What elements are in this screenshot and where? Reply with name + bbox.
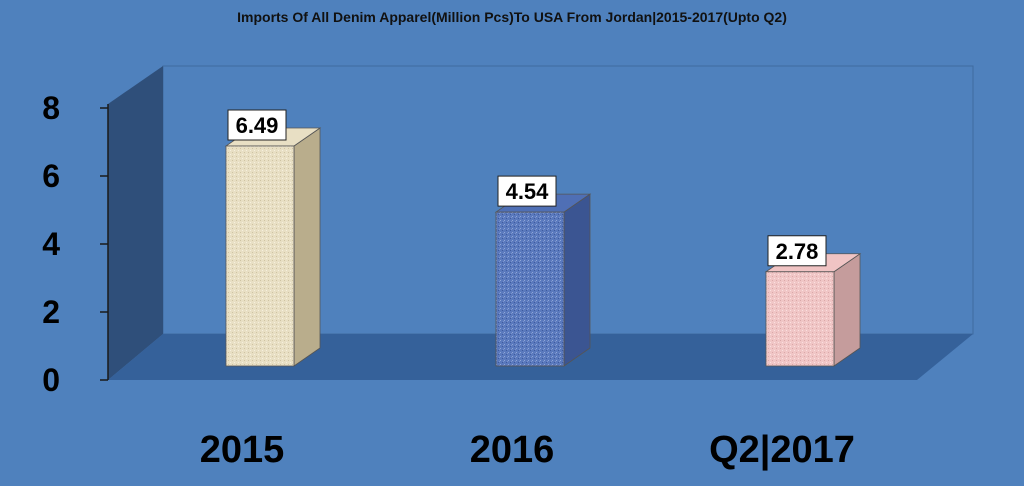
y-tick-label: 2 [42,294,60,330]
data-label-text: 6.49 [236,113,279,138]
chart-side-wall [108,66,163,380]
x-tick-label: 2016 [470,429,555,471]
chart-title: Imports Of All Denim Apparel(Million Pcs… [237,9,787,25]
y-tick-label: 0 [42,362,60,398]
bar-side-face [833,252,861,367]
bar-front-face [225,145,295,367]
data-label-text: 4.54 [506,179,550,204]
bar-side-face [563,193,591,367]
data-label-box [497,175,557,207]
bar-2015 [224,127,322,367]
data-label-text: 2.78 [776,239,819,264]
y-tick-label: 6 [42,158,60,194]
data-labels-group: 6.49 4.54 2.78 [227,109,827,267]
x-axis-labels: 2015 2016 Q2|2017 [200,429,855,471]
data-label-box [767,235,827,267]
data-label: 4.54 [497,175,557,207]
bar-2016 [494,193,592,367]
data-label: 2.78 [767,235,827,267]
bar-side-face [293,127,321,367]
x-tick-label: 2015 [200,429,285,471]
y-axis-ticks: 0 2 4 6 8 [42,90,108,398]
bar-front-face [765,271,835,367]
y-tick-label: 4 [42,226,60,262]
bar-q2-2017 [764,252,862,367]
data-label-box [227,109,287,141]
x-tick-label: Q2|2017 [709,429,855,471]
y-tick-label: 8 [42,90,60,126]
data-label: 6.49 [227,109,287,141]
bar-front-face [495,211,565,367]
